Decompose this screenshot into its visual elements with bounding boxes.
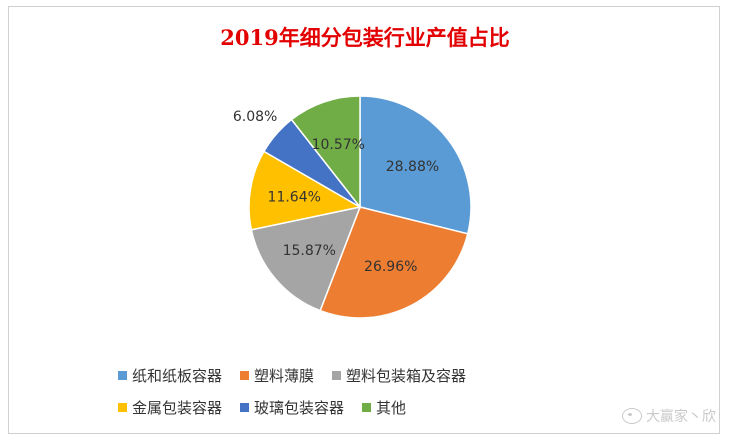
- legend-label: 其他: [376, 398, 407, 417]
- watermark: 大赢家丶欣: [622, 406, 716, 426]
- legend-row-2: 金属包装容器 玻璃包装容器 其他: [118, 396, 678, 418]
- legend-swatch: [362, 402, 372, 412]
- legend-label: 金属包装容器: [132, 398, 223, 417]
- data-label-2: 26.96%: [364, 259, 417, 275]
- pie-slice-4: [248, 150, 363, 231]
- legend-label: 玻璃包装容器: [254, 398, 345, 417]
- legend-row-1: 纸和纸板容器 塑料薄膜 塑料包装箱及容器: [118, 364, 678, 386]
- pie-slice-6: [290, 95, 361, 210]
- data-label-1: 28.88%: [386, 159, 439, 175]
- pie-slice-3: [250, 205, 362, 312]
- legend-item-plastic-boxes: 塑料包装箱及容器: [332, 365, 466, 386]
- legend-label: 塑料包装箱及容器: [346, 366, 467, 385]
- data-label-3: 15.87%: [283, 243, 336, 259]
- legend-item-metal-containers: 金属包装容器: [118, 397, 222, 418]
- legend-item-plastic-film: 塑料薄膜: [240, 365, 314, 386]
- pie-slice-2: [319, 206, 469, 319]
- weibo-icon: [622, 408, 642, 424]
- legend-swatch: [118, 402, 127, 412]
- chart-title: 2019年细分包装行业产值占比: [220, 25, 510, 50]
- data-label-4: 11.64%: [268, 189, 321, 205]
- legend-swatch: [240, 402, 250, 412]
- legend-label: 塑料薄膜: [254, 366, 315, 385]
- pie-chart: 28.88% 26.96% 15.87% 11.64% 6.08% 10.57%: [233, 95, 472, 319]
- data-label-5: 6.08%: [233, 109, 277, 125]
- legend-item-other: 其他: [362, 397, 406, 418]
- legend-swatch: [332, 370, 342, 380]
- legend-item-glass-containers: 玻璃包装容器: [240, 397, 344, 418]
- legend-item-paper-containers: 纸和纸板容器: [118, 365, 222, 386]
- watermark-text: 大赢家丶欣: [646, 409, 716, 425]
- data-label-6: 10.57%: [312, 137, 365, 153]
- pie-slice-1: [359, 95, 472, 235]
- legend-swatch: [240, 370, 250, 380]
- legend-label: 纸和纸板容器: [132, 366, 223, 385]
- chart-legend: 纸和纸板容器 塑料薄膜 塑料包装箱及容器 金属包装容器 玻璃包装容器 其他: [118, 364, 678, 428]
- legend-swatch: [118, 370, 127, 380]
